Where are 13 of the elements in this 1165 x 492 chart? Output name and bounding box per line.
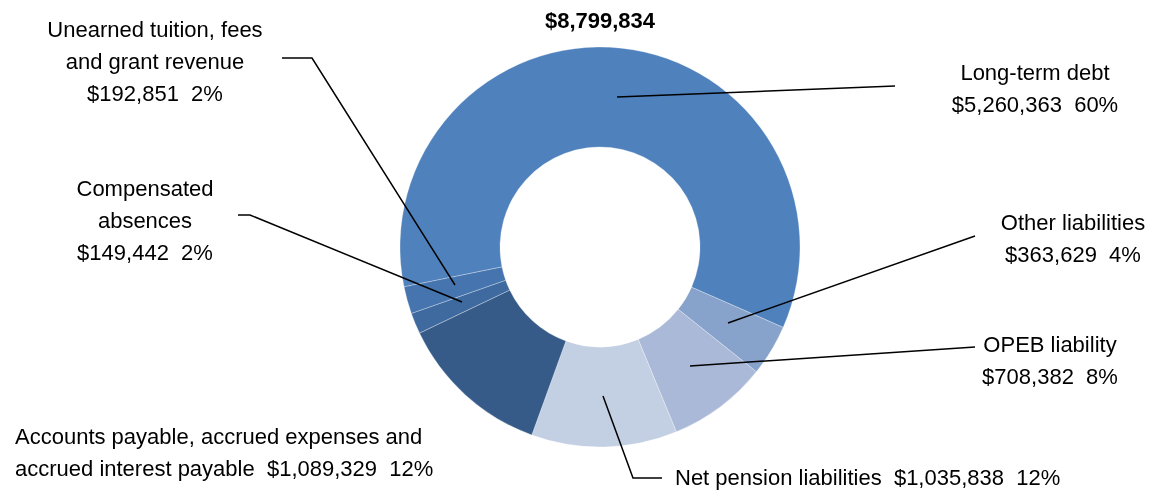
data-label: $5,260,363 60%	[951, 91, 1119, 117]
data-label: $363,629 4%	[1005, 241, 1141, 267]
slice-label: Net pension liabilities $1,035,838 12%	[675, 465, 1061, 490]
slice-label: OPEB liability	[983, 332, 1117, 357]
chart-title: $8,799,834	[544, 8, 656, 33]
slice-label: Other liabilities	[1000, 210, 1146, 235]
slice-label: Accounts payable, accrued expenses and accrued interest payable $1,089,329 12%	[15, 424, 434, 481]
slice-label: Unearned tuition, fees and grant revenue	[47, 17, 263, 74]
slice-label: Compensated absences	[76, 176, 214, 233]
data-label: $708,382 8%	[982, 363, 1118, 389]
data-label: $192,851 2%	[87, 80, 223, 106]
data-label: $149,442 2%	[77, 239, 213, 265]
slice-label: Long-term debt	[960, 60, 1110, 85]
